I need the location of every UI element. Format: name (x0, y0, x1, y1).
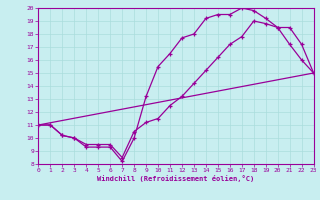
X-axis label: Windchill (Refroidissement éolien,°C): Windchill (Refroidissement éolien,°C) (97, 175, 255, 182)
